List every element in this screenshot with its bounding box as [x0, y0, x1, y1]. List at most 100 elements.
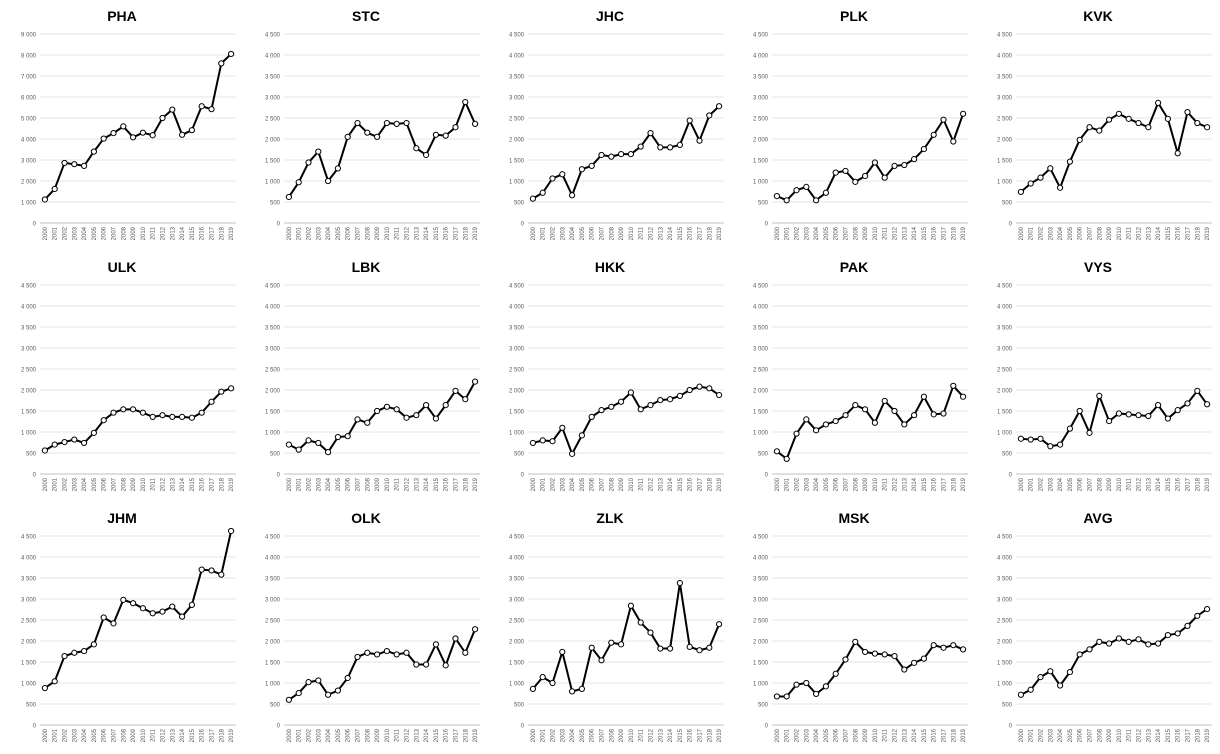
x-tick-label: 2017: [698, 226, 704, 240]
x-tick-label: 2002: [551, 477, 557, 491]
y-tick-label: 1 500: [509, 159, 525, 165]
data-point: [61, 438, 68, 446]
x-tick-label: 2019: [229, 226, 235, 240]
data-point: [1135, 119, 1142, 127]
data-point: [374, 133, 381, 140]
data-point: [1115, 410, 1122, 417]
data-point: [627, 602, 634, 609]
data-point: [51, 185, 58, 193]
y-tick-label: 2 500: [997, 117, 1013, 123]
data-point: [706, 385, 713, 392]
x-tick-label: 2019: [473, 477, 479, 491]
y-tick-label: 3 000: [753, 347, 769, 353]
series-line: [532, 105, 720, 200]
data-point: [1145, 641, 1152, 648]
x-tick-label: 2012: [893, 477, 899, 491]
x-tick-label: 2018: [1195, 477, 1201, 491]
x-tick-label: 2004: [814, 226, 820, 240]
data-point: [81, 162, 88, 169]
data-point: [1096, 392, 1103, 399]
x-tick-label: 2003: [560, 477, 566, 491]
data-point: [120, 596, 127, 603]
x-tick-label: 2017: [698, 728, 704, 742]
x-tick-label: 2002: [63, 477, 69, 491]
x-tick-label: 2014: [912, 477, 918, 491]
x-tick-label: 2011: [639, 477, 645, 491]
x-tick-label: 2000: [531, 728, 537, 742]
x-tick-label: 2004: [814, 728, 820, 742]
x-tick-label: 2005: [1068, 226, 1074, 240]
y-tick-label: 2 000: [21, 389, 37, 395]
data-point: [716, 103, 723, 110]
x-tick-label: 2007: [1088, 226, 1094, 240]
y-tick-label: 1 500: [753, 159, 769, 165]
chart-svg: 0 500 1 000 1 500 2 000 2 500 3 000 3 500 4 000 4…: [753, 33, 968, 240]
data-point: [120, 123, 127, 130]
x-tick-label: 2007: [356, 477, 362, 491]
data-point: [228, 385, 235, 392]
y-tick-label: 3 000: [21, 159, 37, 165]
x-tick-label: 2010: [873, 477, 879, 491]
data-point: [285, 441, 293, 448]
x-tick-label: 2003: [72, 226, 78, 240]
y-tick-label: 2 000: [753, 389, 769, 395]
x-tick-label: 2002: [307, 477, 313, 491]
x-tick-label: 2003: [316, 226, 322, 240]
data-point: [549, 175, 556, 182]
data-point: [539, 189, 546, 196]
x-tick-label: 2005: [336, 226, 342, 240]
data-point: [188, 414, 195, 421]
chart-title: VYS: [1083, 259, 1112, 275]
chart-svg: 0 500 1 000 1 500 2 000 2 500 3 000 3 500 4 000 4…: [21, 527, 236, 742]
chart-panel-jhm: JHM 0 500 1 000 1 500 2 000 2 500 3 000 3 500 4 0…: [0, 502, 244, 753]
data-point: [608, 153, 615, 160]
data-point: [1066, 158, 1074, 165]
data-point: [1184, 400, 1191, 407]
data-point: [130, 134, 137, 141]
x-tick-label: 2014: [912, 728, 918, 742]
chart-title: JHC: [595, 8, 624, 24]
data-point: [1164, 415, 1171, 422]
x-tick-label: 2007: [1088, 477, 1094, 491]
data-point: [1174, 407, 1181, 414]
data-point: [344, 433, 351, 440]
x-tick-label: 2002: [63, 226, 69, 240]
data-point: [842, 412, 849, 419]
y-tick-label: 4 000: [997, 556, 1013, 562]
x-tick-label: 2016: [1176, 477, 1182, 491]
data-point: [1017, 188, 1025, 196]
y-tick-label: 1 500: [997, 159, 1013, 165]
x-tick-label: 2017: [698, 477, 704, 491]
chart-title: AVG: [1083, 510, 1113, 526]
y-tick-label: 0: [765, 724, 769, 730]
data-point: [539, 674, 546, 681]
data-point: [618, 398, 625, 405]
y-tick-label: 3 000: [21, 598, 37, 604]
data-point: [334, 433, 342, 441]
data-point: [1106, 116, 1113, 123]
x-tick-label: 2011: [395, 226, 401, 240]
x-tick-label: 2010: [141, 477, 147, 491]
x-tick-label: 2010: [1117, 477, 1123, 491]
x-tick-label: 2012: [649, 477, 655, 491]
x-tick-label: 2012: [405, 728, 411, 742]
x-tick-label: 2011: [151, 728, 157, 742]
x-tick-label: 2006: [346, 477, 352, 491]
chart-title: OLK: [351, 510, 381, 526]
x-tick-label: 2009: [375, 477, 381, 491]
data-point: [462, 649, 469, 656]
data-point: [1204, 605, 1211, 613]
data-point: [41, 196, 49, 203]
x-tick-label: 2003: [1048, 477, 1054, 491]
x-tick-label: 2003: [316, 728, 322, 742]
x-tick-label: 2015: [434, 226, 440, 240]
data-point: [51, 441, 58, 448]
data-point: [960, 110, 967, 117]
y-tick-label: 3 000: [265, 598, 281, 604]
y-tick-label: 3 500: [753, 577, 769, 583]
chart-svg: 0 500 1 000 1 500 2 000 2 500 3 000 3 500 4 000 4…: [265, 284, 480, 491]
x-tick-label: 2019: [1205, 728, 1211, 742]
x-tick-label: 2006: [346, 728, 352, 742]
x-tick-label: 2000: [531, 226, 537, 240]
data-point: [901, 161, 908, 169]
